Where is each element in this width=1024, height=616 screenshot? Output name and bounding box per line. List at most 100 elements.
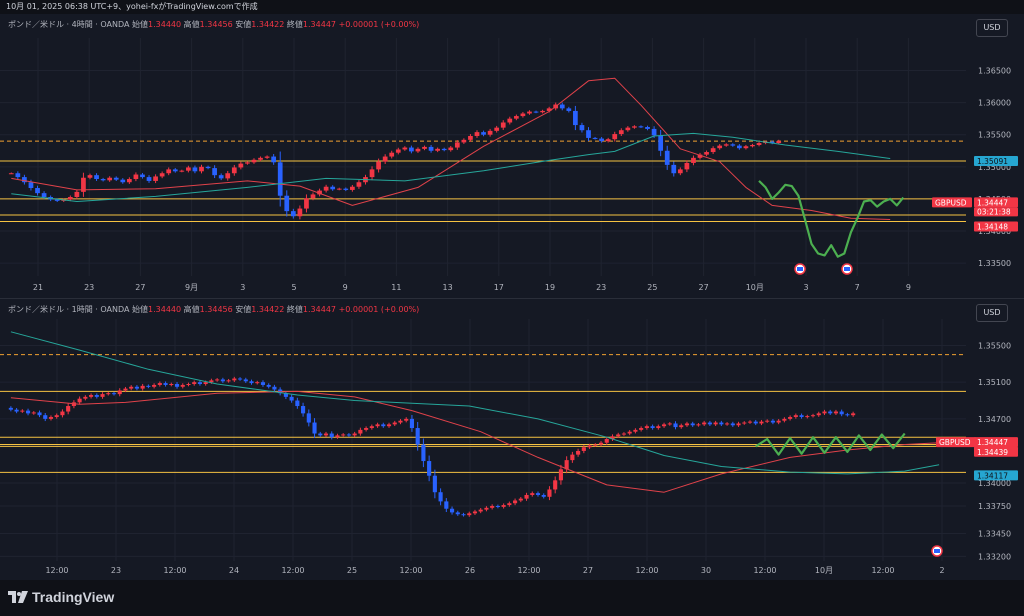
candle-body: [398, 420, 403, 423]
candle-body: [441, 148, 447, 151]
snapshot-info-text: 10月 01, 2025 06:38 UTC+9、yohei-fxがTradin…: [6, 2, 258, 11]
candle-body: [199, 166, 204, 172]
candle-body: [87, 175, 93, 178]
candle-body: [782, 418, 787, 421]
candle-body: [730, 144, 736, 146]
candle-body: [146, 385, 151, 387]
y-tick-label: 1.33450: [978, 529, 1011, 538]
low-label: 安値: [235, 305, 252, 314]
candle-body: [133, 174, 139, 180]
x-tick-label: 27: [135, 283, 145, 292]
candle-body: [616, 434, 621, 437]
candle-body: [612, 134, 618, 140]
candle-body: [673, 423, 678, 428]
candle-body: [839, 411, 844, 415]
level-high-tag-bg: [974, 155, 1018, 166]
candle-body: [8, 173, 14, 175]
candle-body: [527, 111, 532, 114]
projection-path-green: [755, 432, 906, 456]
candle-body: [369, 169, 375, 178]
candle-body: [667, 423, 672, 425]
candle-body: [546, 108, 552, 111]
candle-body: [535, 493, 541, 495]
candle-body: [530, 493, 535, 495]
candle-body: [656, 426, 661, 429]
candle-body: [671, 164, 677, 174]
x-tick-label: 17: [494, 283, 504, 292]
candle-body: [576, 450, 581, 455]
candle-body: [209, 380, 214, 383]
candle-body: [421, 444, 426, 462]
x-tick-label: 19: [545, 283, 555, 292]
candle-body: [541, 494, 546, 497]
chart-4h-svg[interactable]: 21 23 27 9月 3 5 9 11 13 17 19 23 25 27 10月 3 7 9 1.36500 1.…: [0, 14, 1024, 298]
candle-body: [381, 424, 386, 427]
x-tick-label: 30: [701, 566, 711, 575]
candle-body: [94, 175, 99, 180]
candle-body: [507, 118, 513, 123]
candle-body: [658, 135, 664, 151]
x-tick-label: 23: [596, 283, 606, 292]
candle-body: [231, 167, 237, 174]
candle-body: [533, 111, 539, 113]
candle-body: [192, 382, 197, 385]
chart-1h-legend: ポンド／米ドル · 1時間 · OANDA 始値1.34440 高値1.3445…: [8, 304, 419, 315]
candle-body: [404, 418, 409, 421]
chart-panel-1h[interactable]: 12:00 23 12:00 24 12:00 25 12:00 26 12:00 27 12:00…: [0, 298, 1024, 581]
candle-body: [89, 395, 94, 397]
x-tick-label: 25: [647, 283, 657, 292]
candle-body: [750, 144, 755, 147]
candle-body: [558, 469, 563, 481]
currency-button[interactable]: USD: [976, 304, 1008, 322]
countdown-tag: 03:21:38: [977, 207, 1011, 216]
chart-1h-svg[interactable]: 12:00 23 12:00 24 12:00 25 12:00 26 12:00 27 12:00…: [0, 299, 1024, 581]
candle-body: [598, 442, 604, 445]
candle-body: [828, 411, 833, 414]
candle-body: [633, 429, 638, 432]
candle-body: [500, 122, 506, 128]
event-flag-icon-inner: [934, 549, 940, 553]
candle-body: [71, 402, 76, 407]
candle-body: [186, 384, 191, 386]
y-tick-label: 1.35000: [978, 163, 1011, 172]
candle-body: [212, 168, 217, 176]
y-tick-label: 1.34700: [978, 415, 1011, 424]
candle-body: [123, 388, 128, 391]
candle-body: [74, 191, 80, 198]
candle-body: [297, 208, 303, 217]
x-tick-label: 12:00: [517, 566, 540, 575]
candle-body: [573, 110, 578, 126]
candle-body: [258, 157, 263, 160]
candle-body: [218, 175, 224, 179]
candle-body: [266, 384, 271, 387]
candle-body: [277, 162, 283, 196]
candle-body: [81, 177, 86, 192]
candle-body: [54, 199, 60, 201]
candle-body: [289, 396, 294, 401]
candle-body: [765, 420, 770, 422]
chart-panel-4h[interactable]: 21 23 27 9月 3 5 9 11 13 17 19 23 25 27 10月 3 7 9 1.36500 1.…: [0, 14, 1024, 298]
candle-body: [48, 417, 54, 419]
candle-body: [684, 423, 690, 426]
candle-body: [467, 513, 472, 516]
candle-body: [579, 125, 585, 131]
candle-body: [106, 393, 111, 395]
candle-body: [487, 130, 493, 135]
candle-body: [415, 148, 421, 152]
candle-body: [140, 174, 145, 178]
candle-body: [427, 461, 432, 476]
candle-body: [501, 505, 506, 507]
low-value: 1.34422: [251, 20, 285, 29]
candle-body: [717, 145, 723, 149]
candle-body: [481, 132, 486, 135]
x-tick-label: 11: [391, 283, 401, 292]
chart-4h-legend: ポンド／米ドル · 4時間 · OANDA 始値1.34440 高値1.3445…: [8, 19, 419, 30]
candle-body: [691, 157, 696, 163]
candle-body: [816, 413, 821, 416]
candle-body: [742, 422, 747, 424]
candle-body: [356, 182, 362, 187]
tradingview-logo[interactable]: TradingView: [8, 589, 114, 605]
candle-body: [14, 409, 19, 412]
currency-button[interactable]: USD: [976, 19, 1008, 37]
candle-body: [435, 148, 440, 151]
